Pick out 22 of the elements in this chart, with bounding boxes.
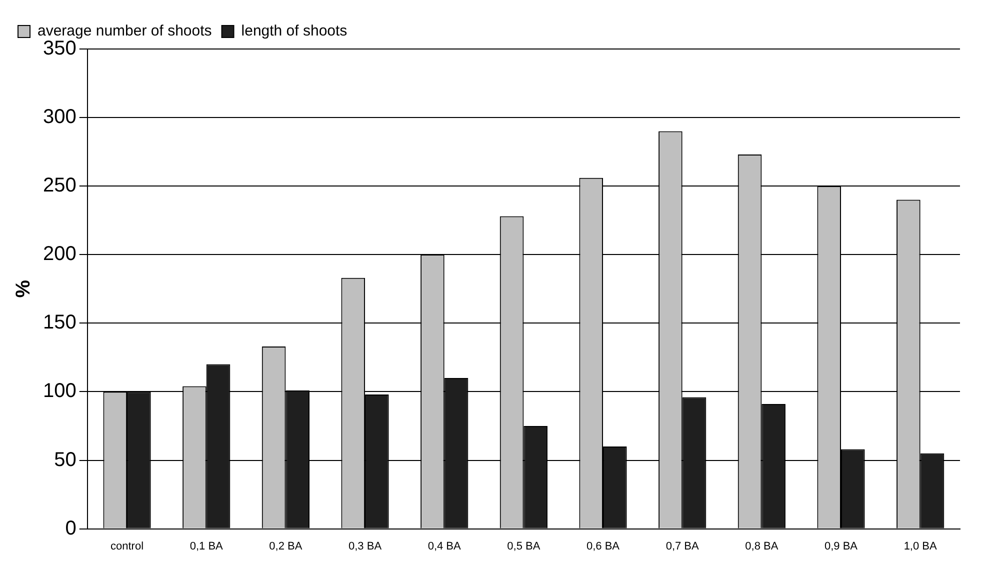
x-tick-label: 0,1 BA xyxy=(190,540,224,552)
y-tick-label: 300 xyxy=(42,106,76,128)
y-tick-label: 0 xyxy=(65,517,76,540)
x-tick-label: 0,9 BA xyxy=(824,540,858,552)
x-tick-label: 1,0 BA xyxy=(904,540,938,552)
legend-label: average number of shoots xyxy=(38,22,212,40)
y-tick-label: 200 xyxy=(42,243,76,266)
y-axis-title: % xyxy=(12,280,35,298)
x-tick-label: 0,7 BA xyxy=(666,540,700,552)
x-tick-label: 0,4 BA xyxy=(428,540,462,552)
y-tick-label: 250 xyxy=(42,174,76,197)
legend-label: length of shoots xyxy=(241,22,348,40)
x-tick-label: control xyxy=(110,540,144,552)
x-tick-label: 0,8 BA xyxy=(745,540,779,552)
y-tick-label: 150 xyxy=(42,312,76,334)
x-tick-label: 0,3 BA xyxy=(348,540,382,552)
y-tick-label: 350 xyxy=(42,38,76,60)
x-tick-label: 0,2 BA xyxy=(269,540,303,552)
y-tick-label: 50 xyxy=(54,448,76,471)
x-tick-label: 0,5 BA xyxy=(507,540,541,552)
x-tick-label: 0,6 BA xyxy=(586,540,620,552)
y-tick-label: 100 xyxy=(42,380,76,402)
